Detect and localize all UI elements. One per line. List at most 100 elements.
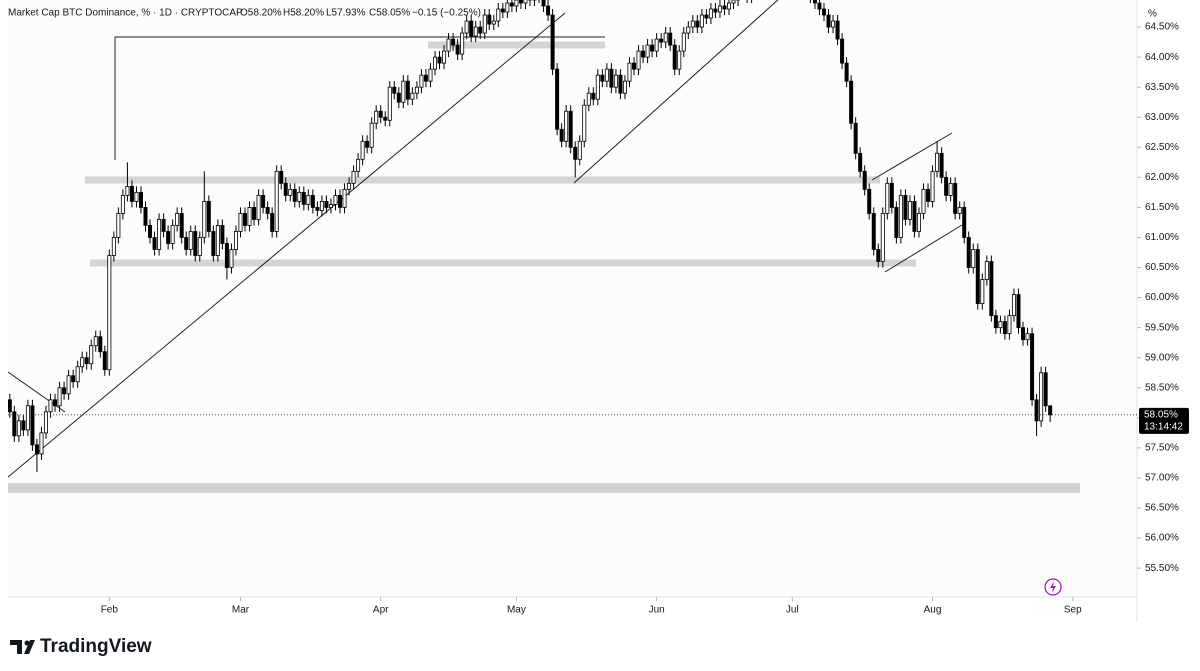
alert-icon[interactable] (1044, 578, 1062, 596)
candle-body (351, 170, 356, 184)
candle-body (659, 38, 664, 43)
candle-body (831, 20, 836, 28)
candle-body (944, 176, 949, 196)
candle-body (288, 188, 293, 196)
ohlc-label: L57.93% (326, 8, 366, 19)
candle-body (482, 14, 487, 34)
candle-body (844, 62, 849, 82)
candle-body (903, 194, 908, 220)
candle-body (840, 38, 845, 64)
candle-body (641, 50, 646, 58)
candle-body (609, 68, 614, 88)
candle-body (39, 432, 44, 455)
candle-body (632, 62, 637, 70)
ohlc-label: H58.20% (283, 8, 324, 19)
candle-body (1002, 321, 1007, 335)
candle-body (912, 201, 917, 232)
candle-body (668, 32, 673, 46)
candle-body (916, 213, 921, 232)
y-tick-label: 59.50% (1145, 322, 1179, 333)
candle-body (71, 375, 76, 383)
candle-body (21, 420, 26, 431)
candle-body (338, 194, 343, 208)
candle-body (871, 213, 876, 250)
candle-body (564, 110, 569, 142)
candle-body (473, 26, 478, 37)
candle-body (500, 8, 505, 13)
candle-body (496, 8, 501, 22)
candle-body (62, 387, 67, 395)
candle-body (577, 140, 582, 160)
candle-body (220, 225, 225, 244)
candle-body (215, 225, 220, 256)
candle-body (229, 249, 234, 268)
x-tick-label: Feb (101, 605, 119, 616)
candle-body (686, 26, 691, 34)
candle-body (30, 405, 35, 446)
candle-body (591, 92, 596, 100)
candle-body (102, 351, 107, 371)
candle-body (989, 261, 994, 317)
candle-body (224, 243, 229, 268)
candle-body (333, 194, 338, 205)
candle-body (858, 152, 863, 172)
candle-body (48, 399, 53, 413)
candle-body (727, 2, 732, 10)
candle-body (935, 152, 940, 172)
candle-body (613, 74, 618, 88)
x-tick-label: Aug (924, 605, 942, 616)
candle-body (627, 62, 632, 82)
candle-body (546, 5, 551, 16)
candle-body (600, 74, 605, 82)
y-tick-label: 58.50% (1145, 382, 1179, 393)
change-label: −0.15 (−0.25%) (412, 8, 481, 19)
candle-body (437, 56, 442, 64)
candle-body (1039, 372, 1044, 422)
candle-body (993, 315, 998, 329)
candle-body (16, 420, 21, 437)
candle-body (193, 231, 198, 256)
x-tick-label: Mar (232, 605, 250, 616)
candle-body (509, 2, 514, 7)
candle-body (328, 204, 333, 208)
candle-body (324, 201, 329, 208)
candle-body (582, 104, 587, 142)
candle-body (396, 92, 401, 103)
candle-body (550, 14, 555, 70)
y-tick-label: 57.50% (1145, 443, 1179, 454)
candle-body (867, 188, 872, 214)
candle-body (247, 207, 252, 226)
candle-body (817, 2, 822, 10)
candle-body (274, 170, 279, 232)
candle-body (374, 110, 379, 124)
candle-body (387, 86, 392, 121)
y-tick-label: 63.00% (1145, 112, 1179, 123)
candle-body (604, 68, 609, 82)
y-tick-label: 64.50% (1145, 22, 1179, 33)
candle-body (889, 182, 894, 208)
candle-body (184, 237, 189, 250)
candle-body (292, 188, 297, 202)
candle-body (464, 20, 469, 34)
candle-body (948, 182, 953, 196)
candle-body (708, 8, 713, 19)
candle-body (202, 201, 207, 238)
candle-body (211, 231, 216, 256)
y-tick-label: 63.50% (1145, 82, 1179, 93)
candle-body (586, 92, 591, 106)
x-tick-label: Apr (373, 605, 389, 616)
candle-body (559, 128, 564, 142)
candle-body (849, 80, 854, 124)
candle-body (713, 8, 718, 13)
candle-body (645, 44, 650, 58)
candle-body (505, 2, 510, 13)
x-tick-label: Jul (786, 605, 799, 616)
candle-body (717, 5, 722, 13)
candle-body (25, 405, 30, 431)
candle-body (971, 249, 976, 268)
countdown-label: 13:14:42 (1144, 421, 1183, 432)
candle-body (568, 110, 573, 148)
candle-body (442, 50, 447, 64)
candle-body (134, 191, 139, 202)
candle-body (170, 225, 175, 244)
